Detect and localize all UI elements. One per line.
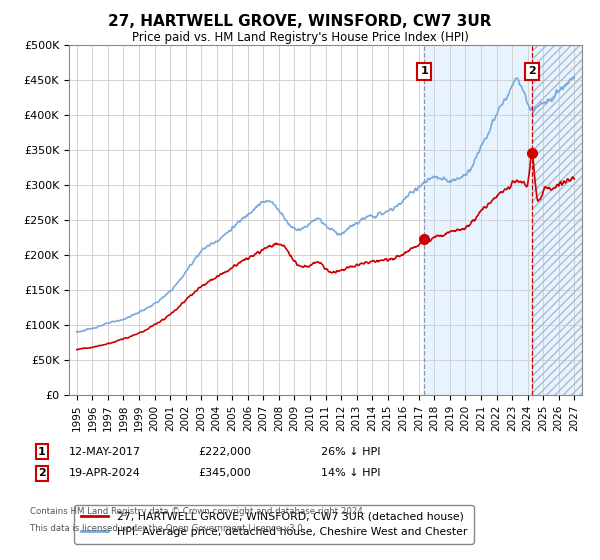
Text: £222,000: £222,000 xyxy=(198,447,251,457)
Text: 19-APR-2024: 19-APR-2024 xyxy=(69,468,141,478)
Text: £345,000: £345,000 xyxy=(198,468,251,478)
Text: This data is licensed under the Open Government Licence v3.0.: This data is licensed under the Open Gov… xyxy=(30,524,305,533)
Text: 1: 1 xyxy=(38,447,46,457)
Text: 2: 2 xyxy=(528,67,536,76)
Text: Contains HM Land Registry data © Crown copyright and database right 2024.: Contains HM Land Registry data © Crown c… xyxy=(30,507,365,516)
Text: 27, HARTWELL GROVE, WINSFORD, CW7 3UR: 27, HARTWELL GROVE, WINSFORD, CW7 3UR xyxy=(108,14,492,29)
Text: 14% ↓ HPI: 14% ↓ HPI xyxy=(321,468,380,478)
Text: 12-MAY-2017: 12-MAY-2017 xyxy=(69,447,141,457)
Text: 26% ↓ HPI: 26% ↓ HPI xyxy=(321,447,380,457)
Text: Price paid vs. HM Land Registry's House Price Index (HPI): Price paid vs. HM Land Registry's House … xyxy=(131,31,469,44)
Bar xyxy=(424,45,582,395)
Legend: 27, HARTWELL GROVE, WINSFORD, CW7 3UR (detached house), HPI: Average price, deta: 27, HARTWELL GROVE, WINSFORD, CW7 3UR (d… xyxy=(74,505,473,544)
Text: 2: 2 xyxy=(38,468,46,478)
Text: 1: 1 xyxy=(421,67,428,76)
